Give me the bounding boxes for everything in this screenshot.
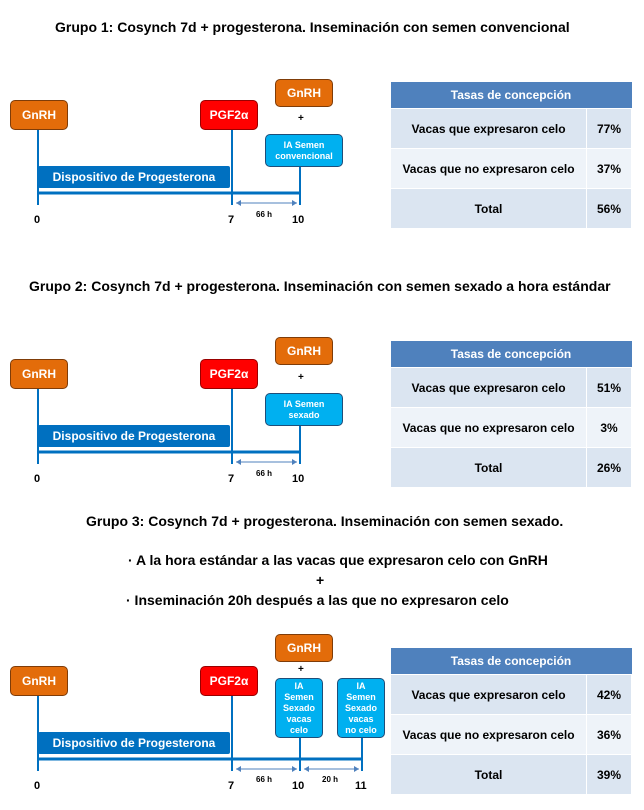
plus-sign: + (298, 113, 304, 124)
tick-day-0: 0 (34, 473, 41, 485)
ia-line: Sexado (344, 702, 377, 713)
row-value: 3% (586, 407, 632, 448)
table-header: Tasas de concepción (390, 82, 632, 109)
group-1-title: Grupo 1: Cosynch 7d + progesterona. Inse… (55, 19, 570, 35)
row-value: 51% (586, 367, 632, 408)
row-label: Total (390, 188, 587, 229)
progesterone-device-bar: Dispositivo de Progesterona (38, 425, 230, 447)
row-value: 26% (586, 447, 632, 488)
row-value: 36% (586, 714, 632, 755)
row-label: Total (390, 754, 587, 795)
ia-line: IA (294, 680, 304, 691)
gnrh-start-box: GnRH (10, 100, 68, 130)
conception-rates-table: Tasas de concepción Vacas que expresaron… (390, 82, 632, 229)
ia-line: IA Semen (283, 398, 325, 409)
ia-line: vacas (286, 713, 312, 724)
progesterone-device-bar: Dispositivo de Progesterona (38, 166, 230, 188)
row-label: Total (390, 447, 587, 488)
ia-line: sexado (288, 409, 320, 420)
pgf2a-box: PGF2α (200, 100, 258, 130)
group-1-timeline (37, 130, 301, 206)
row-label: Vacas que expresaron celo (390, 108, 587, 149)
tick-day-7: 7 (228, 473, 235, 485)
row-label: Vacas que no expresaron celo (390, 148, 587, 189)
row-label: Vacas que no expresaron celo (390, 407, 587, 448)
group-3-line-2: · Inseminación 20h después a las que no … (126, 592, 509, 608)
row-label: Vacas que expresaron celo (390, 674, 587, 715)
ia-sexed-heat-box: IA Semen Sexado vacas celo (275, 678, 323, 738)
ia-line: convencional (275, 150, 333, 161)
interval-label: 66 h (256, 469, 273, 478)
ia-line: vacas (348, 713, 374, 724)
row-value: 37% (586, 148, 632, 189)
group-3-title: Grupo 3: Cosynch 7d + progesterona. Inse… (86, 513, 564, 529)
interval-label: 66 h (256, 210, 273, 219)
group-3-line-1: · A la hora estándar a las vacas que exp… (128, 552, 548, 568)
ia-line: celo (289, 724, 308, 735)
gnrh-end-box: GnRH (275, 337, 333, 365)
pgf2a-box: PGF2α (200, 359, 258, 389)
tick-day-7: 7 (228, 214, 235, 226)
ia-semen-box: IA Semen convencional (265, 134, 343, 167)
group-3-line-plus: + (316, 572, 325, 588)
gnrh-end-box: GnRH (275, 79, 333, 107)
interval-label: 66 h (256, 775, 273, 784)
tick-day-10: 10 (292, 780, 305, 792)
tick-day-0: 0 (34, 780, 41, 792)
progesterone-device-bar: Dispositivo de Progesterona (38, 732, 230, 754)
row-label: Vacas que expresaron celo (390, 367, 587, 408)
ia-sexed-no-heat-box: IA Semen Sexado vacas no celo (337, 678, 385, 738)
row-value: 39% (586, 754, 632, 795)
group-2-timeline (37, 389, 301, 465)
ia-line: Semen (346, 691, 376, 702)
ia-line: IA Semen (283, 139, 325, 150)
row-value: 77% (586, 108, 632, 149)
ia-line: Semen (284, 691, 314, 702)
pgf2a-box: PGF2α (200, 666, 258, 696)
table-header: Tasas de concepción (390, 648, 632, 675)
row-value: 42% (586, 674, 632, 715)
conception-rates-table: Tasas de concepción Vacas que expresaron… (390, 341, 632, 488)
ia-semen-box: IA Semen sexado (265, 393, 343, 426)
ia-line: IA (356, 680, 366, 691)
row-label: Vacas que no expresaron celo (390, 714, 587, 755)
conception-rates-table: Tasas de concepción Vacas que expresaron… (390, 648, 632, 795)
tick-day-0: 0 (34, 214, 41, 226)
tick-day-7: 7 (228, 780, 235, 792)
interval-label-20h: 20 h (322, 775, 339, 784)
tick-day-10: 10 (292, 214, 305, 226)
tick-day-10: 10 (292, 473, 305, 485)
gnrh-end-box: GnRH (275, 634, 333, 662)
row-value: 56% (586, 188, 632, 229)
gnrh-start-box: GnRH (10, 666, 68, 696)
group-3-timeline (37, 696, 363, 772)
tick-day-11: 11 (355, 780, 367, 792)
table-header: Tasas de concepción (390, 341, 632, 368)
ia-line: no celo (345, 724, 377, 735)
gnrh-start-box: GnRH (10, 359, 68, 389)
plus-sign: + (298, 664, 304, 675)
ia-line: Sexado (282, 702, 315, 713)
plus-sign: + (298, 372, 304, 383)
group-2-title: Grupo 2: Cosynch 7d + progesterona. Inse… (29, 278, 611, 294)
